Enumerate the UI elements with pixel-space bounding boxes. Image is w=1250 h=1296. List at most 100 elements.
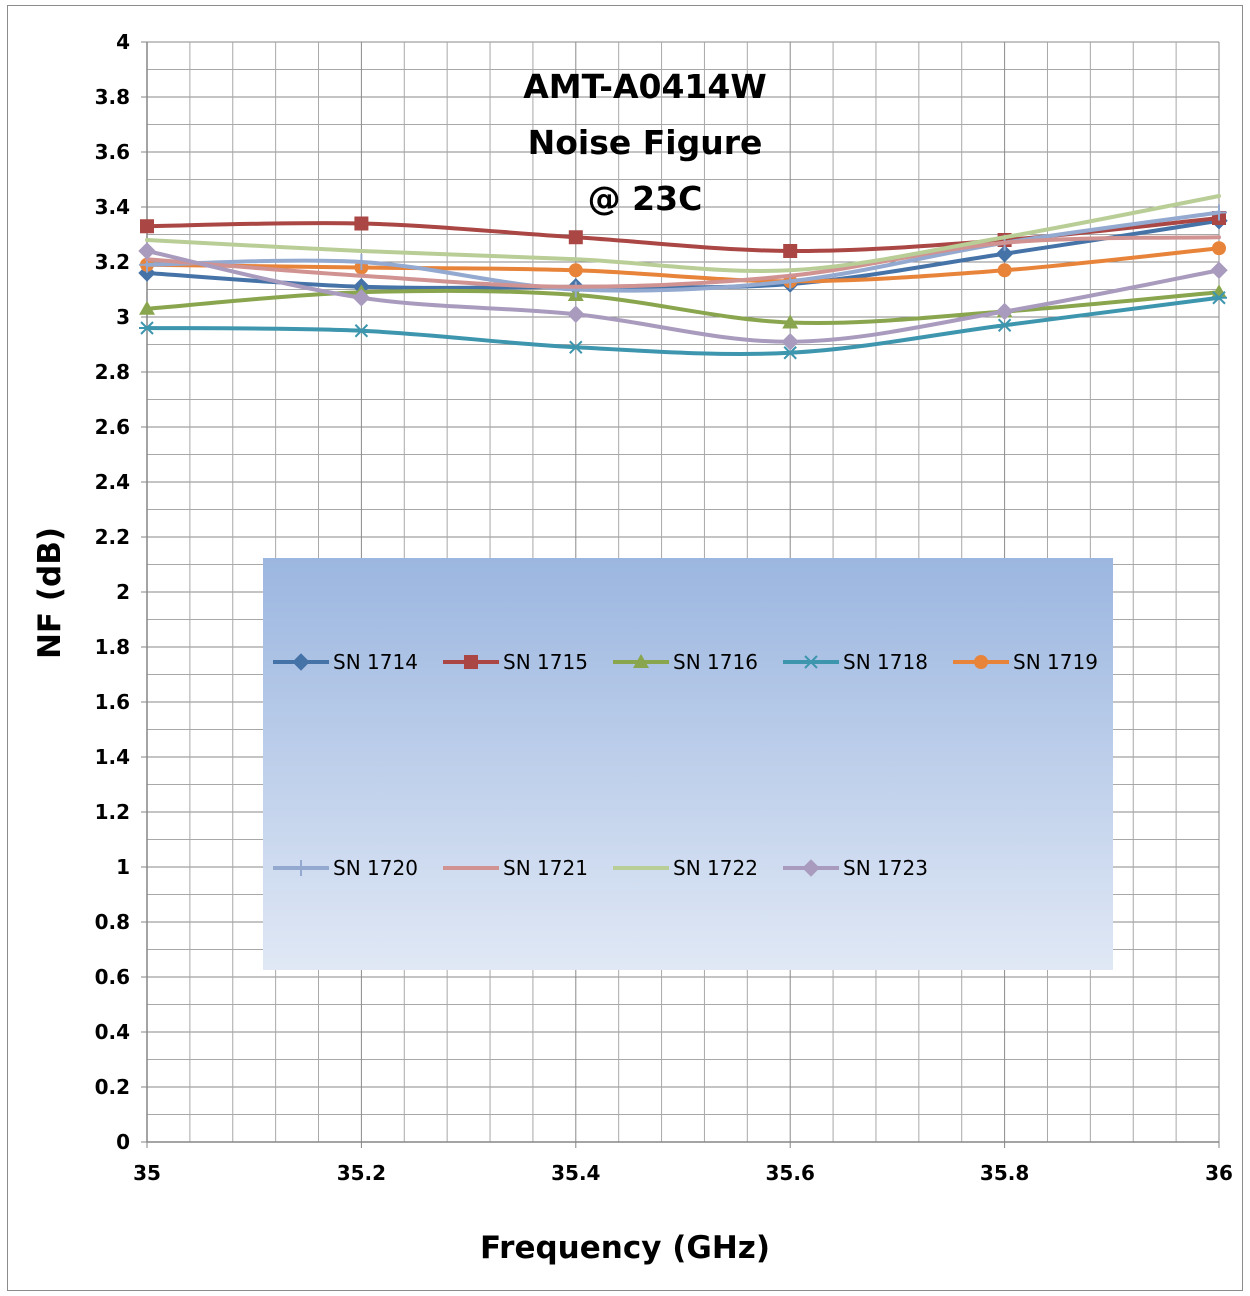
series-line [145,235,1221,289]
data-point [1210,261,1228,279]
y-tick-label: 0.8 [95,910,130,934]
y-axis-ticks: 0 0.2 0.4 0.6 0.8 1 1.2 1.4 1.6 1.8 2 2.2 2.4 2.6 2.8 3… [95,30,147,1154]
x-tick-label: 35.2 [337,1161,386,1185]
x-tick-label: 35.4 [551,1161,600,1185]
series-sn-1723 [138,242,1228,351]
legend-swatch-marker [633,654,649,668]
chart-title-line: Noise Figure [528,123,763,162]
legend: SN 1714 SN 1715 SN 1716 SN 1718 SN 1719 SN 17… [263,558,1113,970]
chart-title-line: @ 23C [588,179,703,218]
data-point [567,340,584,354]
legend-label: SN 1718 [843,650,928,674]
series-sn-1718 [139,291,1227,360]
data-point [1211,291,1227,305]
legend-label: SN 1716 [673,650,758,674]
legend-swatch-marker [464,655,478,669]
data-point [783,244,798,258]
data-point [138,242,156,260]
data-point [1212,241,1226,256]
y-tick-label: 2 [116,580,130,604]
data-point [568,230,583,245]
x-tick-label: 35 [133,1161,161,1185]
series-line [145,249,1221,344]
legend-item-sn-1722: SN 1722 [613,856,758,880]
legend-label: SN 1719 [1013,650,1098,674]
data-point [568,263,583,278]
legend-item-sn-1716: SN 1716 [613,650,758,674]
legend-item-sn-1723: SN 1723 [783,856,928,880]
data-point [353,254,370,270]
series-lines [138,194,1228,360]
data-point [354,216,369,231]
data-point [139,300,155,315]
x-axis-ticks: 35 35.2 35.4 35.6 35.8 36 [133,1142,1233,1185]
legend-label: SN 1714 [333,650,418,674]
legend-item-sn-1720: SN 1720 [273,856,418,880]
series-sn-1721 [145,235,1221,289]
legend-label: SN 1721 [503,856,588,880]
data-point [567,305,585,323]
y-tick-label: 2.2 [95,525,130,549]
y-tick-label: 3.8 [95,85,130,109]
data-point [352,289,371,307]
data-point [781,333,799,351]
series-line [145,246,1221,284]
data-point [996,318,1013,332]
y-tick-label: 1 [116,855,130,879]
y-tick-label: 2.4 [95,470,130,494]
x-axis-title: Frequency (GHz) [480,1230,770,1266]
series-sn-1719 [140,241,1226,289]
data-point [139,321,155,335]
y-tick-label: 1.8 [95,635,130,659]
data-point [995,245,1014,263]
legend-label: SN 1723 [843,856,928,880]
data-point [997,263,1012,278]
chart-title-line: AMT-A0414W [523,67,767,106]
legend-item-sn-1721: SN 1721 [443,856,588,880]
legend-box [263,558,1113,970]
y-tick-label: 2.6 [95,415,130,439]
x-tick-label: 35.6 [766,1161,815,1185]
legend-item-sn-1714: SN 1714 [273,650,418,674]
legend-item-sn-1719: SN 1719 [953,650,1098,674]
y-tick-label: 3.6 [95,140,130,164]
legend-swatch-marker [974,655,988,669]
y-tick-label: 1.6 [95,690,130,714]
y-tick-label: 3.4 [95,195,130,219]
y-tick-label: 1.2 [95,800,130,824]
legend-label: SN 1722 [673,856,758,880]
x-tick-label: 36 [1205,1161,1233,1185]
y-tick-label: 0.6 [95,965,130,989]
series-line [145,218,1221,290]
y-tick-label: 0.4 [95,1020,130,1044]
y-tick-label: 0 [116,1130,130,1154]
y-tick-label: 0.2 [95,1075,130,1099]
legend-swatch-marker [293,860,309,876]
series-line [145,210,1221,293]
legend-item-sn-1715: SN 1715 [443,650,588,674]
data-point [140,219,154,234]
series-line [145,295,1221,356]
series-line [145,194,1221,273]
y-tick-label: 1.4 [95,745,130,769]
y-tick-label: 3.2 [95,250,130,274]
x-tick-label: 35.8 [980,1161,1029,1185]
legend-label: SN 1720 [333,856,418,880]
legend-swatch-marker [803,655,819,669]
chart-title: AMT-A0414W Noise Figure @ 23C [523,67,767,218]
data-point [1211,204,1227,221]
data-point [782,346,799,360]
legend-item-sn-1718: SN 1718 [783,650,928,674]
legend-label: SN 1715 [503,650,588,674]
y-tick-label: 4 [116,30,130,54]
legend-swatch-marker [802,859,820,877]
data-point [353,324,370,338]
data-point [782,314,799,329]
y-tick-label: 3 [116,305,130,329]
y-tick-label: 2.8 [95,360,130,384]
y-axis-title: NF (dB) [32,527,68,659]
legend-swatch-marker [292,653,310,671]
series-sn-1722 [145,194,1221,273]
data-point [995,302,1014,321]
